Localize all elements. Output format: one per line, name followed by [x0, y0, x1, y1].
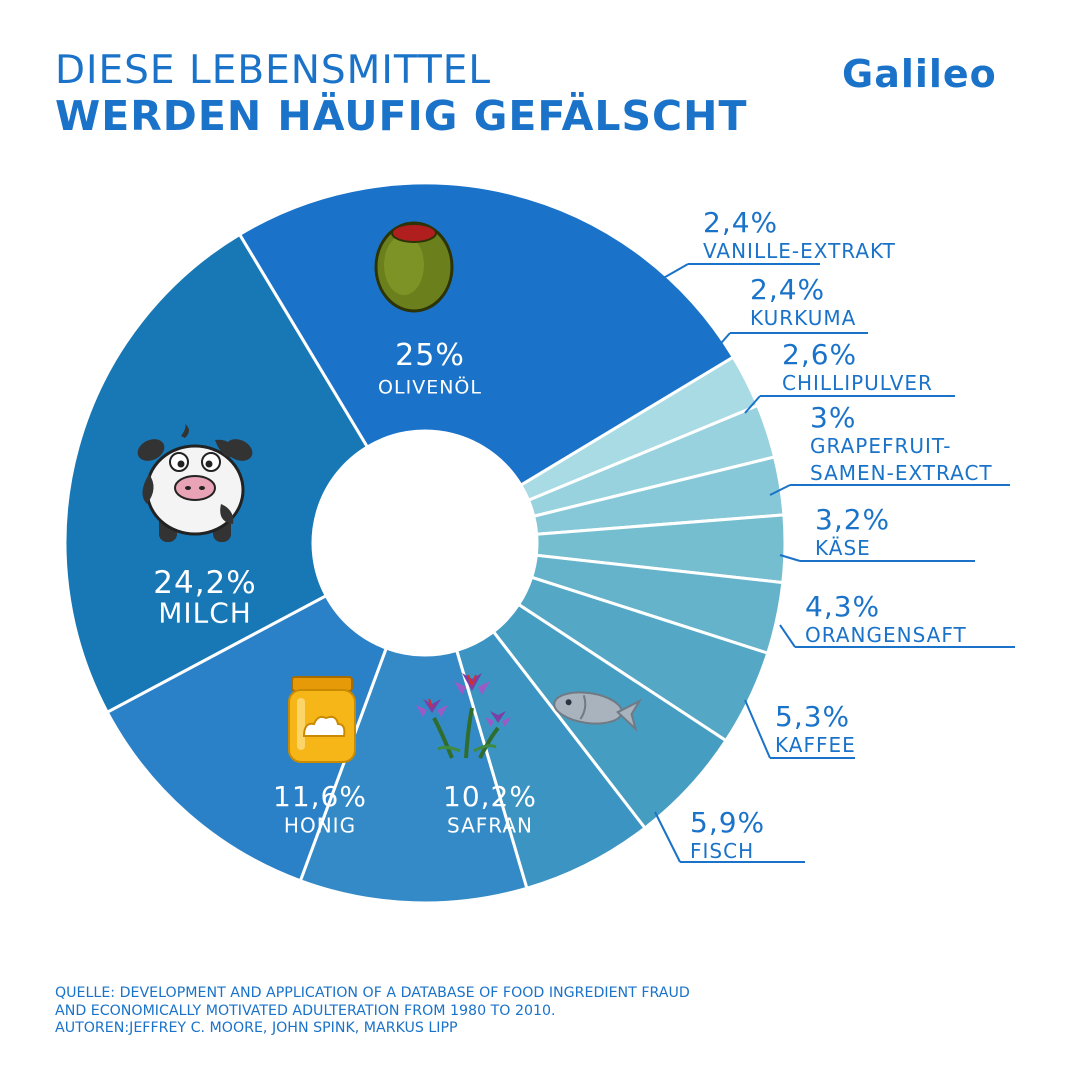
value-label-vanille-extrakt: 2,4% — [703, 206, 778, 239]
honey-jar-icon — [288, 676, 356, 763]
title-line-2: WERDEN HÄUFIG GEFÄLSCHT — [55, 92, 748, 140]
chart-slices — [63, 181, 787, 905]
category-label-fisch: FISCH — [690, 839, 754, 863]
value-label-grapefruit-samen-extract: 3% — [810, 401, 856, 434]
leader-chillipulver — [744, 395, 761, 414]
source-note: QUELLE: DEVELOPMENT AND APPLICATION OF A… — [55, 985, 690, 1038]
category-label-honig: HONIG — [284, 814, 356, 838]
fish-icon — [553, 691, 643, 732]
category-label-milch: MILCH — [158, 596, 252, 629]
category-label-kaese: KÄSE — [815, 536, 871, 560]
cow-icon — [137, 424, 253, 542]
leader-kurkuma — [714, 332, 731, 351]
leader-fisch — [654, 811, 681, 863]
leader-grapefruit-samen-extract — [769, 484, 791, 496]
outside-labels: 2,4%VANILLE-EXTRAKT2,4%KURKUMA2,6%CHILLI… — [690, 206, 993, 863]
value-label-olivenoel: 25% — [395, 338, 465, 373]
value-label-milch: 24,2% — [153, 565, 256, 601]
value-label-fisch: 5,9% — [690, 806, 765, 839]
category-label-kurkuma: KURKUMA — [750, 306, 856, 330]
inside-labels: 25% OLIVENÖL 10,2%SAFRAN 11,6%HONIG 24,2%MIL… — [153, 338, 537, 838]
value-label-chillipulver: 2,6% — [782, 338, 857, 371]
category-label-olivenoel: OLIVENÖL — [378, 376, 482, 399]
source-line-2: AND ECONOMICALLY MOTIVATED ADULTERATION … — [55, 1002, 556, 1019]
olive-icon — [374, 221, 454, 313]
category-label-kaffee: KAFFEE — [775, 733, 856, 757]
value-label-safran: 10,2% — [443, 780, 537, 813]
title-line-1: DIESE LEBENSMITTEL — [55, 48, 492, 93]
leader-vanille-extrakt — [659, 263, 689, 281]
leader-orangensaft — [779, 624, 796, 648]
category-label-chillipulver: CHILLIPULVER — [782, 371, 933, 395]
leader-kaffee — [744, 699, 771, 759]
source-line-3: AUTOREN:JEFFREY C. MOORE, JOHN SPINK, MA… — [55, 1020, 458, 1036]
value-label-orangensaft: 4,3% — [805, 590, 880, 623]
value-label-kurkuma: 2,4% — [750, 273, 825, 306]
value-label-kaffee: 5,3% — [775, 700, 850, 733]
category-label-vanille-extrakt: VANILLE-EXTRAKT — [703, 239, 896, 263]
slice-olivenoel — [237, 181, 736, 488]
leader-kaese — [779, 554, 801, 562]
donut-hole — [314, 432, 536, 654]
chart-icons — [137, 221, 643, 763]
category-label-grapefruit-samen-extract-1: GRAPEFRUIT- — [810, 434, 952, 458]
galileo-logo: Galileo — [842, 52, 997, 96]
value-label-honig: 11,6% — [273, 780, 367, 813]
slice-honig — [105, 593, 389, 883]
saffron-flower-icon — [416, 673, 511, 759]
category-label-safran: SAFRAN — [447, 814, 533, 838]
leader-lines — [654, 263, 1015, 863]
category-label-orangensaft: ORANGENSAFT — [805, 623, 967, 647]
value-label-kaese: 3,2% — [815, 503, 890, 536]
category-label-grapefruit-samen-extract-2: SAMEN-EXTRACT — [810, 461, 993, 485]
source-line-1: QUELLE: DEVELOPMENT AND APPLICATION OF A… — [55, 985, 690, 1001]
